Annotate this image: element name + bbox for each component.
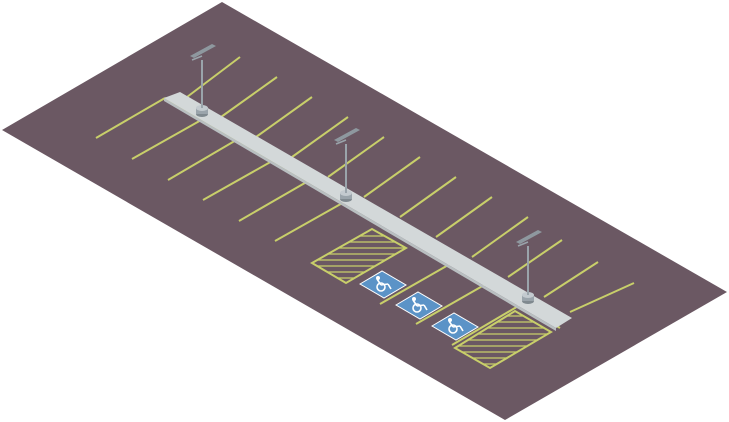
light-pole-1: [190, 44, 216, 117]
center-island: [164, 92, 572, 331]
upper-row-stripes: [95, 56, 635, 313]
light-pole-icon: [334, 128, 360, 202]
accessible-space-3: [431, 312, 479, 341]
accessible-space-2: [395, 291, 443, 320]
light-pole-2: [334, 128, 360, 202]
wheelchair-icon: [375, 275, 392, 292]
wheelchair-icon: [411, 296, 428, 313]
light-pole-icon: [190, 44, 216, 117]
accessible-space-1: [359, 270, 407, 299]
wheelchair-icon: [447, 317, 464, 334]
light-pole-3: [516, 230, 542, 304]
light-pole-icon: [516, 230, 542, 304]
